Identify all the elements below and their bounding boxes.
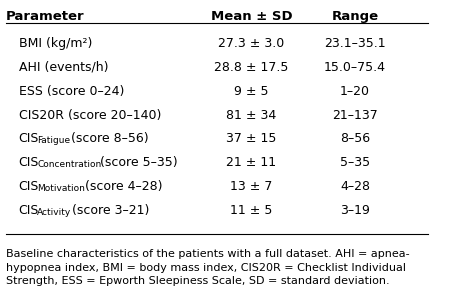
Text: 81 ± 34: 81 ± 34: [227, 109, 277, 121]
Text: Fatigue: Fatigue: [37, 136, 70, 145]
Text: 3–19: 3–19: [340, 204, 370, 217]
Text: Mean ± SD: Mean ± SD: [211, 10, 292, 23]
Text: 4–28: 4–28: [340, 180, 370, 193]
Text: 21–137: 21–137: [332, 109, 378, 121]
Text: (score 5–35): (score 5–35): [96, 157, 177, 169]
Text: Baseline characteristics of the patients with a full dataset. AHI = apnea-
hypop: Baseline characteristics of the patients…: [6, 249, 410, 286]
Text: (score 4–28): (score 4–28): [81, 180, 162, 193]
Text: Motivation: Motivation: [37, 184, 85, 193]
Text: 9 ± 5: 9 ± 5: [234, 85, 269, 98]
Text: 23.1–35.1: 23.1–35.1: [324, 37, 386, 50]
Text: Parameter: Parameter: [6, 10, 84, 23]
Text: CIS: CIS: [18, 180, 39, 193]
Text: 15.0–75.4: 15.0–75.4: [324, 61, 386, 74]
Text: CIS: CIS: [18, 157, 39, 169]
Text: 13 ± 7: 13 ± 7: [230, 180, 273, 193]
Text: AHI (events/h): AHI (events/h): [18, 61, 108, 74]
Text: Activity: Activity: [37, 208, 72, 217]
Text: CIS: CIS: [18, 204, 39, 217]
Text: Range: Range: [331, 10, 379, 23]
Text: 5–35: 5–35: [340, 157, 370, 169]
Text: 37 ± 15: 37 ± 15: [227, 132, 277, 146]
Text: 28.8 ± 17.5: 28.8 ± 17.5: [214, 61, 289, 74]
Text: Concentration: Concentration: [37, 160, 101, 169]
Text: 21 ± 11: 21 ± 11: [227, 157, 277, 169]
Text: 11 ± 5: 11 ± 5: [230, 204, 273, 217]
Text: CIS: CIS: [18, 132, 39, 146]
Text: ESS (score 0–24): ESS (score 0–24): [18, 85, 124, 98]
Text: (score 3–21): (score 3–21): [68, 204, 150, 217]
Text: CIS20R (score 20–140): CIS20R (score 20–140): [18, 109, 161, 121]
Text: BMI (kg/m²): BMI (kg/m²): [18, 37, 92, 50]
Text: 27.3 ± 3.0: 27.3 ± 3.0: [219, 37, 285, 50]
Text: 8–56: 8–56: [340, 132, 370, 146]
Text: 1–20: 1–20: [340, 85, 370, 98]
Text: (score 8–56): (score 8–56): [67, 132, 149, 146]
